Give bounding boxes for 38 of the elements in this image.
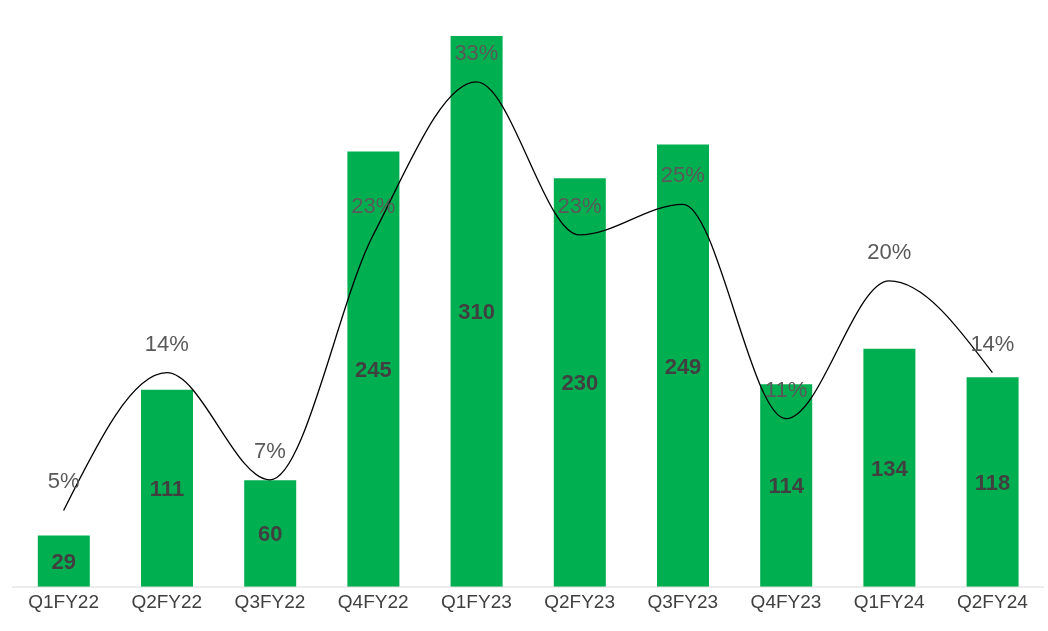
data-label: 5%: [47, 468, 80, 494]
data-label: 249: [664, 353, 702, 379]
x-tick-label: Q2FY22: [131, 591, 203, 613]
data-label: 310: [458, 299, 495, 325]
bar: [37, 535, 90, 587]
x-tick-label: Q1FY24: [853, 591, 926, 613]
x-tick-label: Q1FY22: [28, 591, 99, 613]
data-label: 118: [974, 469, 1011, 495]
bar: [141, 389, 193, 587]
bar: [450, 36, 503, 587]
data-label: 14%: [144, 330, 189, 356]
data-label: 230: [561, 370, 599, 396]
data-label: 33%: [454, 39, 499, 65]
x-tick-label: Q3FY22: [234, 591, 306, 613]
data-label: 23%: [557, 192, 602, 218]
data-label: 25%: [660, 162, 705, 188]
x-tick-label: Q3FY23: [647, 591, 719, 613]
data-label: 14%: [970, 330, 1015, 356]
data-label: 60: [257, 521, 283, 547]
bar: [760, 384, 813, 587]
data-label: 29: [51, 549, 77, 575]
bar: [347, 151, 400, 587]
data-label: 20%: [867, 238, 912, 264]
x-tick-label: Q2FY23: [544, 591, 615, 613]
bar: [863, 348, 916, 587]
data-label: 245: [355, 357, 392, 383]
data-label: 111: [149, 476, 185, 502]
data-label: 134: [871, 455, 909, 481]
x-tick-label: Q2FY24: [957, 591, 1029, 613]
x-tick-label: Q4FY23: [750, 591, 822, 613]
x-tick-label: Q1FY23: [441, 591, 512, 613]
data-label: 114: [768, 473, 805, 499]
bar: [657, 144, 709, 587]
data-label: 7%: [254, 437, 286, 463]
bar: [553, 178, 606, 587]
x-tick-label: Q4FY22: [337, 591, 409, 613]
bar: [244, 480, 297, 587]
bar: [966, 377, 1019, 587]
